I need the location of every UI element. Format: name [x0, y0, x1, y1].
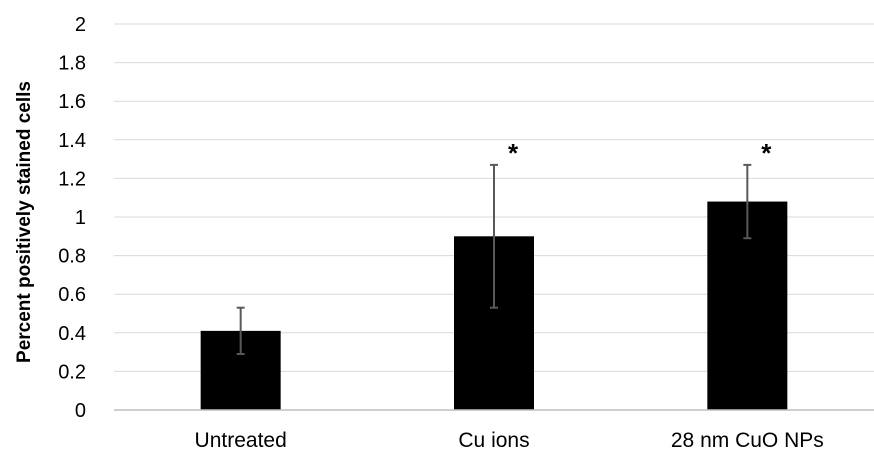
y-tick-label: 2 [75, 14, 86, 36]
y-tick-label: 0.6 [58, 284, 86, 306]
y-tick-label: 1 [75, 207, 86, 229]
y-tick-label: 0.2 [58, 361, 86, 383]
category-labels: Untreated Cu ions 28 nm CuO NPs [195, 429, 824, 452]
y-tick-label: 1.4 [58, 130, 86, 152]
error-bars [236, 163, 752, 356]
significance-marker: * [508, 138, 519, 168]
significance-marker: * [761, 138, 772, 168]
category-label: Cu ions [458, 429, 529, 452]
y-tick-label: 1.2 [58, 168, 86, 190]
y-tick-label: 1.8 [58, 53, 86, 75]
y-axis-title: Percent positively stained cells [14, 81, 35, 363]
y-tick-label: 1.6 [58, 91, 86, 113]
y-tick-labels: 0 0.2 0.4 0.6 0.8 1 1.2 1.4 1.6 1.8 2 [58, 14, 86, 422]
y-tick-label: 0.8 [58, 246, 86, 268]
y-tick-label: 0 [75, 400, 86, 422]
y-tick-label: 0.4 [58, 323, 86, 345]
category-label: Untreated [195, 429, 287, 452]
significance-annotations: * * [508, 138, 772, 168]
category-label: 28 nm CuO NPs [671, 429, 824, 452]
